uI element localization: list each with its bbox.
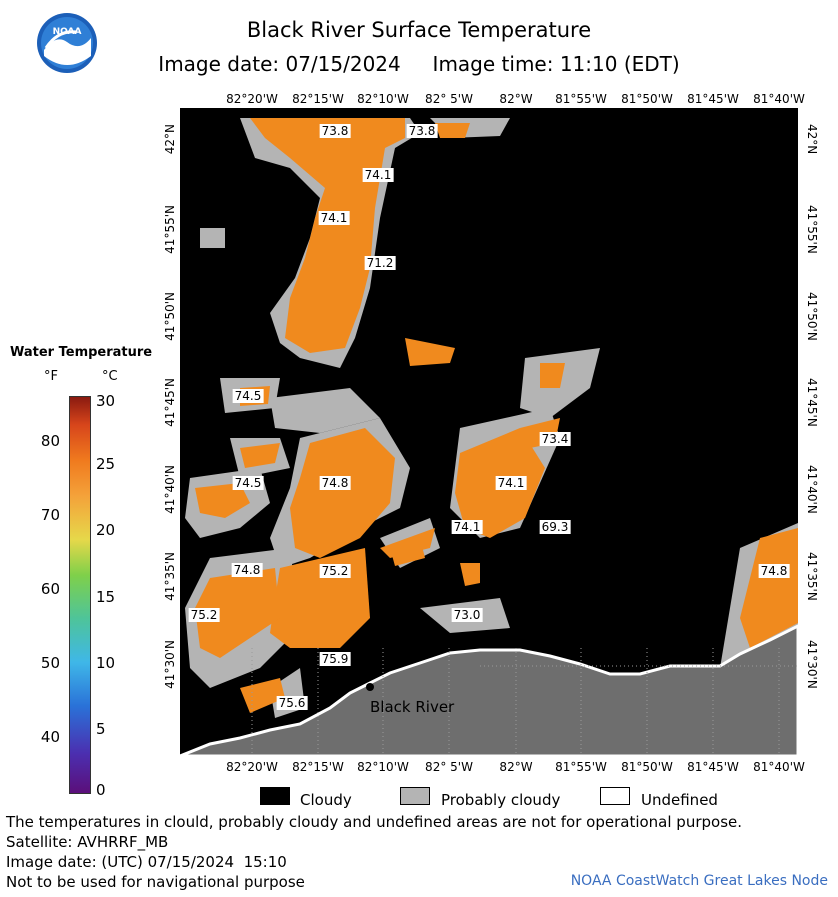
lon-label-bottom: 81°45'W <box>687 760 739 774</box>
image-datetime: Image date: 07/15/2024 Image time: 11:10… <box>158 52 680 76</box>
lat-label-left: 41°45'N <box>163 378 177 427</box>
temp-label: 74.1 <box>495 476 527 490</box>
lon-label-bottom: 82°10'W <box>357 760 409 774</box>
lat-label-right: 41°35'N <box>805 552 819 601</box>
lon-label-top: 81°40'W <box>753 92 805 106</box>
temperature-map: Black River 73.8 73.8 74.1 74.1 71.2 74.… <box>179 108 800 758</box>
colorbar-c-tick: 10 <box>96 654 116 672</box>
lat-label-right: 41°50'N <box>805 292 819 341</box>
temp-label: 75.9 <box>319 652 351 666</box>
footer-nav-warning: Not to be used for navigational purpose <box>6 873 305 891</box>
land-area <box>179 623 800 758</box>
lon-label-bottom: 81°55'W <box>555 760 607 774</box>
footer-satellite: Satellite: AVHRRF_MB <box>6 833 169 851</box>
temp-label: 73.8 <box>319 124 351 138</box>
temp-label: 73.0 <box>451 608 483 622</box>
lon-label-top: 81°45'W <box>687 92 739 106</box>
legend-label-cloudy: Cloudy <box>300 791 352 809</box>
colorbar-c-tick: 25 <box>96 455 116 473</box>
temp-label: 71.2 <box>364 256 396 270</box>
lat-label-left: 41°30'N <box>163 640 177 689</box>
footer-note: The temperatures in clould, probably clo… <box>6 813 743 831</box>
temp-label: 74.8 <box>231 563 263 577</box>
temp-label: 74.1 <box>318 211 350 225</box>
colorbar-f-tick: 40 <box>40 728 60 746</box>
colorbar-c-tick: 30 <box>96 392 116 410</box>
noaa-logo: NOAA <box>36 12 98 74</box>
lat-label-right: 42°N <box>805 124 819 155</box>
legend-label-probably-cloudy: Probably cloudy <box>441 791 561 809</box>
lat-label-left: 41°40'N <box>163 465 177 514</box>
temp-label: 74.1 <box>362 168 394 182</box>
lon-label-bottom: 82°15'W <box>292 760 344 774</box>
lon-label-bottom: 81°50'W <box>621 760 673 774</box>
page-title: Black River Surface Temperature <box>246 18 592 42</box>
legend-label-undefined: Undefined <box>641 791 718 809</box>
lon-label-bottom: 82° 5'W <box>425 760 473 774</box>
map-canvas <box>179 108 800 758</box>
temp-label: 74.5 <box>232 389 264 403</box>
lon-label-top: 82° 5'W <box>425 92 473 106</box>
lat-label-left: 41°50'N <box>163 292 177 341</box>
temp-label: 74.1 <box>451 520 483 534</box>
legend-swatch-undefined <box>600 787 630 805</box>
temp-label: 75.6 <box>276 696 308 710</box>
footer-credit: NOAA CoastWatch Great Lakes Node <box>570 873 828 889</box>
lon-label-top: 82°W <box>499 92 533 106</box>
black-river-marker <box>366 683 374 691</box>
lon-label-top: 81°50'W <box>621 92 673 106</box>
lat-label-right: 41°30'N <box>805 640 819 689</box>
legend-swatch-probably-cloudy <box>400 787 430 805</box>
temp-label: 73.4 <box>539 432 571 446</box>
colorbar-f-tick: 50 <box>40 654 60 672</box>
lat-label-left: 42°N <box>163 124 177 155</box>
lon-label-bottom: 82°W <box>499 760 533 774</box>
lat-label-right: 41°40'N <box>805 465 819 514</box>
lat-label-right: 41°45'N <box>805 378 819 427</box>
lat-label-left: 41°55'N <box>163 205 177 254</box>
temp-label: 74.8 <box>758 564 790 578</box>
lon-label-bottom: 81°40'W <box>753 760 805 774</box>
graticule <box>251 648 798 756</box>
lon-label-top: 82°20'W <box>226 92 278 106</box>
temp-label: 69.3 <box>539 520 571 534</box>
temp-label: 75.2 <box>188 608 220 622</box>
lon-label-top: 81°55'W <box>555 92 607 106</box>
lon-label-top: 82°15'W <box>292 92 344 106</box>
colorbar-title: Water Temperature <box>10 345 153 360</box>
temp-label: 75.2 <box>319 564 351 578</box>
footer-utc-date: Image date: (UTC) 07/15/2024 15:10 <box>6 853 287 871</box>
colorbar-f-tick: 80 <box>40 432 60 450</box>
colorbar-unit-c: °C <box>102 369 118 384</box>
colorbar-f-tick: 70 <box>40 506 60 524</box>
place-label-black-river: Black River <box>370 698 455 716</box>
temp-label: 74.5 <box>232 476 264 490</box>
temp-label: 73.8 <box>406 124 438 138</box>
lon-label-top: 82°10'W <box>357 92 409 106</box>
colorbar-c-tick: 0 <box>96 781 106 799</box>
lon-label-bottom: 82°20'W <box>226 760 278 774</box>
logo-text: NOAA <box>53 27 82 37</box>
temperature-colorbar <box>69 396 91 794</box>
temp-label: 74.8 <box>319 476 351 490</box>
lat-label-left: 41°35'N <box>163 552 177 601</box>
colorbar-unit-f: °F <box>44 369 58 384</box>
lat-label-right: 41°55'N <box>805 205 819 254</box>
legend-swatch-cloudy <box>260 787 290 805</box>
colorbar-c-tick: 20 <box>96 521 116 539</box>
colorbar-c-tick: 5 <box>96 720 106 738</box>
colorbar-f-tick: 60 <box>40 580 60 598</box>
colorbar-c-tick: 15 <box>96 588 116 606</box>
